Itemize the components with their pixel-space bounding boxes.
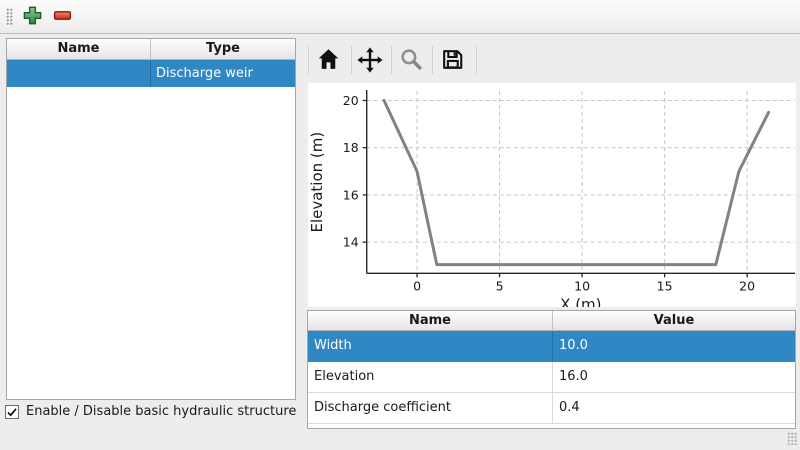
toolbar-separator xyxy=(432,46,433,74)
table-row[interactable]: Elevation 16.0 xyxy=(308,362,795,393)
plot-zoom-button[interactable] xyxy=(398,48,424,74)
main-toolbar xyxy=(0,0,800,34)
x-axis-label: X (m) xyxy=(560,295,601,307)
toolbar-separator xyxy=(391,46,392,74)
plus-icon xyxy=(23,6,42,28)
property-name[interactable]: Elevation xyxy=(308,362,553,392)
remove-structure-button[interactable] xyxy=(51,6,73,28)
home-icon xyxy=(316,47,341,75)
table-row[interactable]: Discharge coefficient 0.4 xyxy=(308,393,795,424)
properties-table-header: Name Value xyxy=(308,311,795,331)
property-name[interactable]: Discharge coefficient xyxy=(308,393,553,423)
svg-text:15: 15 xyxy=(657,278,673,293)
svg-text:16: 16 xyxy=(343,187,359,202)
toolbar-separator xyxy=(476,46,477,74)
property-value[interactable]: 16.0 xyxy=(559,369,588,384)
structure-type-cell[interactable]: Discharge weir xyxy=(156,66,253,81)
pan-icon xyxy=(357,46,383,76)
svg-text:20: 20 xyxy=(739,278,755,293)
cross-section-plot[interactable]: 0 5 10 15 20 14 16 18 20 Elevation (m) X (m) xyxy=(308,83,796,307)
property-value[interactable]: 10.0 xyxy=(559,338,588,353)
toolbar-separator xyxy=(308,46,309,74)
y-axis-label: Elevation (m) xyxy=(308,132,326,233)
properties-table: Name Value Width 10.0 Elevation 16.0 Dis… xyxy=(307,310,796,429)
checkbox-box[interactable] xyxy=(5,404,19,419)
check-icon xyxy=(7,407,17,416)
property-name[interactable]: Width xyxy=(308,331,553,361)
svg-text:20: 20 xyxy=(343,93,359,108)
toolbar-separator xyxy=(351,46,352,74)
column-header-type[interactable]: Type xyxy=(151,39,295,60)
toolbar-drag-handle[interactable] xyxy=(6,8,13,26)
table-row[interactable]: Width 10.0 xyxy=(308,331,795,362)
svg-text:10: 10 xyxy=(574,278,590,293)
profile-chart: 0 5 10 15 20 14 16 18 20 Elevation (m) X (m) xyxy=(308,90,795,307)
enable-structure-checkbox[interactable]: Enable / Disable basic hydraulic structu… xyxy=(5,404,296,419)
table-row[interactable]: Discharge weir xyxy=(7,60,295,87)
svg-text:18: 18 xyxy=(343,140,359,155)
minus-icon xyxy=(53,6,72,28)
svg-text:0: 0 xyxy=(413,278,421,293)
column-header-name[interactable]: Name xyxy=(7,39,151,60)
zoom-icon xyxy=(399,47,424,75)
svg-text:14: 14 xyxy=(343,235,359,250)
window-resize-grip[interactable] xyxy=(787,432,798,445)
structure-name-cell[interactable] xyxy=(7,60,151,87)
column-header-name[interactable]: Name xyxy=(308,311,553,331)
save-icon xyxy=(440,47,465,75)
plot-pan-button[interactable] xyxy=(357,46,383,76)
structures-table-header: Name Type xyxy=(7,39,295,60)
property-value[interactable]: 0.4 xyxy=(559,400,580,415)
column-header-value[interactable]: Value xyxy=(553,311,795,331)
plot-save-button[interactable] xyxy=(439,48,465,74)
svg-text:5: 5 xyxy=(496,278,504,293)
plot-home-button[interactable] xyxy=(315,48,341,74)
add-structure-button[interactable] xyxy=(21,6,43,28)
checkbox-label: Enable / Disable basic hydraulic structu… xyxy=(26,404,297,419)
structures-table: Name Type Discharge weir xyxy=(6,38,296,400)
